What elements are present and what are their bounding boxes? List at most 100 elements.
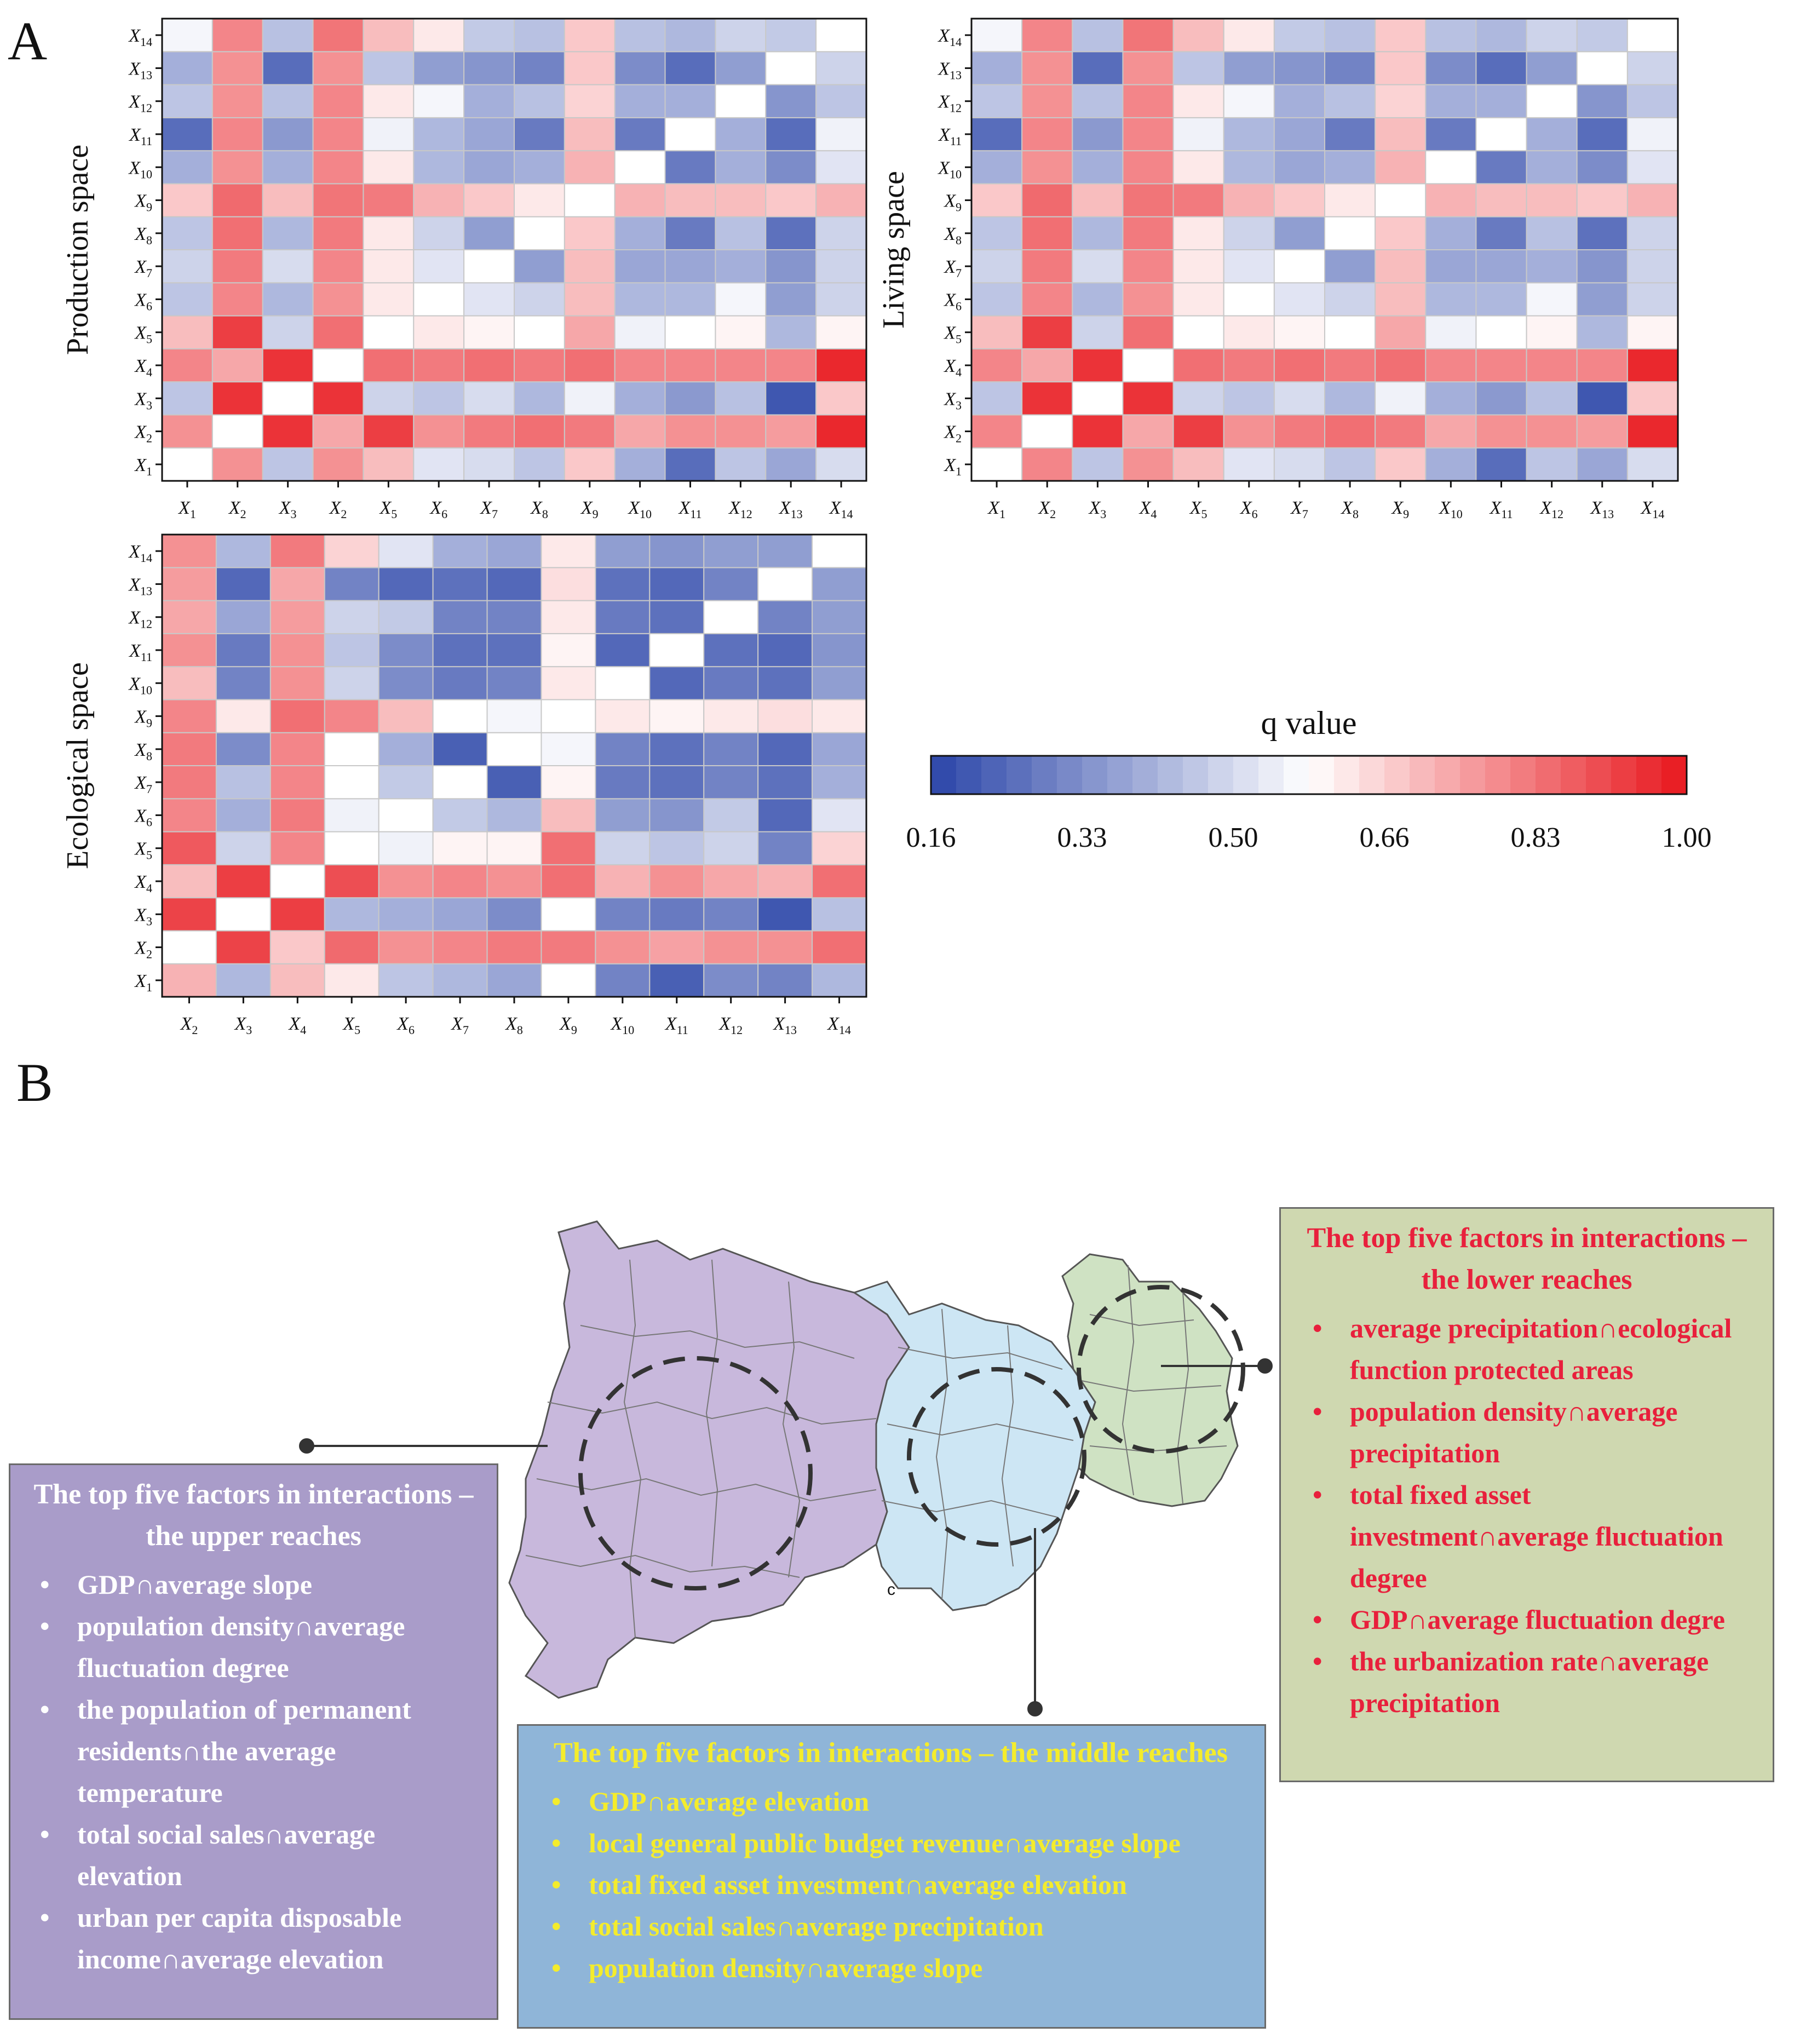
heat-cell — [1223, 150, 1275, 185]
heat-cell — [703, 930, 759, 964]
heat-cell — [765, 150, 817, 185]
heat-cell — [324, 666, 380, 701]
y-tick-label: X11 — [938, 125, 962, 148]
heat-cell — [595, 600, 651, 634]
y-tick-label: X5 — [134, 839, 152, 862]
heat-cell — [664, 84, 716, 118]
colorbar-step — [1284, 756, 1309, 794]
heat-cell — [564, 216, 616, 250]
connector-middle-dot — [1027, 1701, 1043, 1716]
colorbar-tick-label: 0.33 — [1057, 822, 1107, 853]
heat-cell — [1425, 414, 1477, 449]
heat-cell — [1576, 183, 1628, 217]
heat-cell — [162, 963, 217, 997]
y-tick-label: X2 — [943, 422, 962, 445]
heat-cell — [514, 51, 565, 85]
panel-a-label: A — [8, 10, 47, 71]
heat-cell — [363, 216, 415, 250]
x-tick-label: X7 — [479, 498, 498, 521]
heat-cell — [463, 216, 515, 250]
heat-cell — [765, 117, 817, 152]
heat-cell — [1375, 315, 1427, 349]
heat-cell — [715, 414, 767, 449]
heat-cell — [1375, 348, 1427, 383]
heat-cell — [1475, 51, 1527, 85]
heat-cell — [486, 864, 542, 899]
y-tick-label: X4 — [134, 356, 152, 379]
heat-cell — [1475, 216, 1527, 250]
heat-cell — [1072, 348, 1124, 383]
x-tick-label: X14 — [1640, 498, 1665, 521]
lower-reaches-box: The top five factors in interactions – t… — [1279, 1207, 1774, 1782]
heat-cell — [486, 732, 542, 766]
heat-cell — [715, 183, 767, 217]
heat-cell — [765, 183, 817, 217]
y-tick-label: X1 — [134, 971, 152, 994]
heat-cell — [312, 117, 364, 152]
heat-cell — [664, 447, 716, 482]
heat-cell — [1021, 315, 1073, 349]
colorbar-step — [1611, 756, 1637, 794]
heat-cell — [162, 84, 213, 118]
heat-cell — [1526, 18, 1578, 53]
heat-cell — [815, 315, 867, 349]
heat-cell — [595, 831, 651, 865]
middle-item-4: total social sales∩average precipitation — [551, 1905, 1251, 1947]
x-tick-label: X13 — [772, 1014, 797, 1037]
heat-cell — [413, 447, 465, 482]
x-tick-label: X1 — [177, 498, 196, 521]
heat-cell — [324, 534, 380, 569]
heat-cell — [486, 567, 542, 601]
x-tick-label: X4 — [1138, 498, 1157, 521]
upper-reaches-title: The top five factors in interactions – t… — [33, 1479, 474, 1552]
heat-cell — [1072, 84, 1124, 118]
heat-cell — [1375, 117, 1427, 152]
heat-cell — [514, 249, 565, 284]
heat-cell — [812, 534, 867, 569]
upper-item-1: GDP∩average slope — [40, 1564, 487, 1605]
x-tick-label: X13 — [778, 498, 803, 521]
heat-cell — [564, 84, 616, 118]
heat-cell — [378, 732, 434, 766]
county-boundaries — [525, 1259, 1227, 1638]
x-tick-label: X10 — [610, 1014, 634, 1037]
x-tick-label: X10 — [627, 498, 652, 521]
heat-cell — [564, 414, 616, 449]
heat-cell — [971, 183, 1023, 217]
heat-cell — [269, 864, 325, 899]
heat-cell — [715, 315, 767, 349]
heat-cell — [757, 963, 813, 997]
heat-cell — [564, 117, 616, 152]
heat-cell — [432, 567, 488, 601]
heat-cell — [486, 765, 542, 800]
x-tick-label: X4 — [288, 1014, 306, 1037]
heat-cell — [664, 249, 716, 284]
heat-cell — [812, 732, 867, 766]
heat-cell — [463, 348, 515, 383]
heat-cell — [432, 897, 488, 932]
heat-cell — [1172, 414, 1224, 449]
heat-cell — [1425, 381, 1477, 416]
heat-cell — [363, 348, 415, 383]
heat-cell — [757, 732, 813, 766]
heat-cell — [1475, 183, 1527, 217]
y-tick-label: X12 — [128, 608, 152, 631]
y-tick-label: X6 — [134, 806, 152, 829]
heat-cell — [1021, 249, 1073, 284]
x-tick-label: X13 — [1589, 498, 1614, 521]
heat-cell — [595, 897, 651, 932]
heatmap-frame — [161, 18, 867, 482]
heat-cell — [1425, 84, 1477, 118]
heat-cell — [262, 117, 314, 152]
heat-cell — [1122, 381, 1174, 416]
heat-cell — [211, 381, 263, 416]
heat-cell — [312, 315, 364, 349]
heat-cell — [664, 183, 716, 217]
colorbar-step — [1435, 756, 1461, 794]
heat-cell — [413, 282, 465, 317]
heat-cell — [262, 150, 314, 185]
heat-cell — [664, 315, 716, 349]
heat-cell — [540, 600, 596, 634]
heat-cell — [664, 348, 716, 383]
heat-cell — [486, 699, 542, 733]
